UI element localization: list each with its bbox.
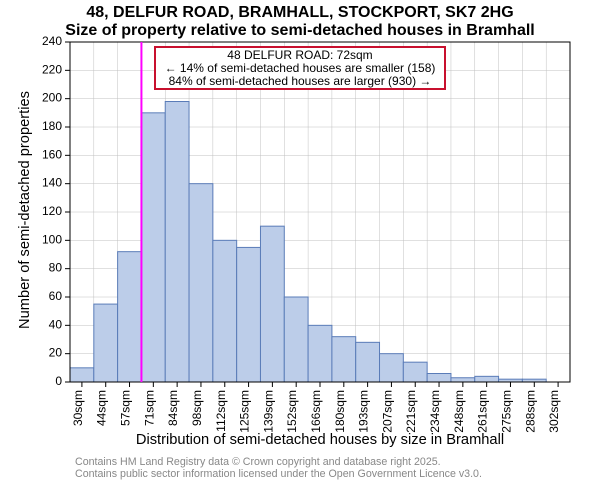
y-tick-label: 80 [49,261,63,275]
annotation-line: 84% of semi-detached houses are larger (… [169,74,432,88]
x-tick-label: 98sqm [190,390,204,426]
histogram-bar [70,368,94,382]
x-tick-label: 57sqm [119,390,133,426]
y-tick-label: 20 [49,346,63,360]
histogram-bar [165,102,189,383]
histogram-bar [213,240,237,382]
x-tick-label: 139sqm [261,390,275,433]
x-tick-label: 234sqm [428,390,442,433]
x-tick-label: 275sqm [499,390,513,433]
x-tick-label: 166sqm [309,390,323,433]
y-tick-label: 140 [42,176,62,190]
histogram-bar [118,252,142,382]
y-tick-label: 60 [49,289,63,303]
y-tick-label: 180 [42,119,62,133]
annotation-line: ← 14% of semi-detached houses are smalle… [165,61,436,75]
footnote-line-1: Contains HM Land Registry data © Crown c… [75,456,441,468]
plot-area: 0 20 40 60 80 100 120 140 160 180 200 220 240 30sqm 44… [0,0,600,500]
histogram-bar [308,325,332,382]
y-tick-label: 160 [42,147,62,161]
x-tick-label: 180sqm [333,390,347,433]
y-tick-label: 100 [42,232,62,246]
histogram-bar [94,304,118,382]
histogram-bar [356,342,380,382]
histogram-bar [260,226,284,382]
y-tick-label: 220 [42,62,62,76]
y-tick-label: 0 [55,374,62,388]
histogram-bar [427,374,451,383]
x-tick-label: 288sqm [523,390,537,433]
x-tick-label: 248sqm [452,390,466,433]
x-tick-label: 125sqm [238,390,252,433]
y-tick-label: 40 [49,317,63,331]
y-tick-label: 240 [42,34,62,48]
histogram-bar [189,184,213,382]
x-tick-label: 193sqm [357,390,371,433]
y-tick-label: 120 [42,204,62,218]
histogram-bar [141,113,165,382]
x-tick-label: 30sqm [71,390,85,426]
histogram-bar [403,362,427,382]
annotation-line: 48 DELFUR ROAD: 72sqm [227,48,372,62]
x-tick-label: 112sqm [214,390,228,432]
y-tick-label: 200 [42,91,62,105]
histogram-bar [237,247,261,382]
x-tick-label: 152sqm [285,390,299,433]
histogram-bar [380,354,404,382]
histogram-bar [332,337,356,382]
histogram-bar [284,297,308,382]
x-tick-label: 84sqm [166,390,180,426]
x-tick-label: 302sqm [547,390,561,433]
footnote-line-2: Contains public sector information licen… [75,468,482,480]
x-tick-label: 71sqm [142,390,156,426]
x-tick-label: 207sqm [380,390,394,433]
histogram-bar [451,378,475,382]
x-tick-label: 44sqm [95,390,109,426]
histogram-bar [475,376,499,382]
x-tick-label: 221sqm [404,390,418,433]
x-tick-label: 261sqm [476,390,490,433]
